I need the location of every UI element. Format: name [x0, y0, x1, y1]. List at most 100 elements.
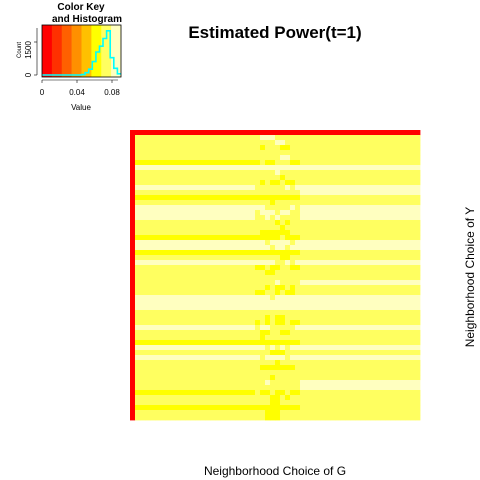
heatmap-cell: [250, 160, 256, 166]
heatmap-cell: [365, 250, 371, 256]
heatmap-cell: [365, 340, 371, 346]
heatmap-cell: [190, 155, 196, 161]
heatmap-cell: [310, 415, 316, 421]
heatmap-cell: [155, 140, 161, 146]
heatmap-cell: [385, 175, 391, 181]
heatmap-cell: [255, 275, 261, 281]
heatmap-cell: [300, 345, 306, 351]
heatmap-cell: [265, 205, 271, 211]
heatmap-cell: [340, 405, 346, 411]
heatmap-cell: [375, 175, 381, 181]
heatmap-cell: [320, 330, 326, 336]
heatmap-cell: [185, 230, 191, 236]
heatmap-cell: [180, 185, 186, 191]
heatmap-cell: [265, 160, 271, 166]
heatmap-cell: [265, 175, 271, 181]
heatmap-cell: [345, 185, 351, 191]
heatmap-cell: [315, 155, 321, 161]
heatmap-cell: [380, 235, 386, 241]
heatmap-cell: [210, 360, 216, 366]
heatmap-cell: [160, 310, 166, 316]
heatmap-cell: [310, 235, 316, 241]
heatmap-cell: [360, 195, 366, 201]
heatmap-cell: [275, 145, 281, 151]
heatmap-cell: [365, 205, 371, 211]
heatmap-cell: [340, 410, 346, 416]
heatmap-cell: [160, 315, 166, 321]
heatmap-cell: [390, 165, 396, 171]
heatmap-cell: [340, 360, 346, 366]
heatmap-cell: [185, 310, 191, 316]
heatmap-cell: [335, 410, 341, 416]
heatmap-cell: [350, 370, 356, 376]
heatmap-cell: [275, 235, 281, 241]
heatmap-cell: [290, 325, 296, 331]
heatmap-cell: [405, 190, 411, 196]
heatmap-cell: [220, 170, 226, 176]
heatmap-cell: [195, 165, 201, 171]
heatmap-cell: [350, 145, 356, 151]
heatmap-cell: [415, 185, 421, 191]
heatmap-cell: [185, 240, 191, 246]
heatmap-cell: [130, 390, 136, 396]
heatmap-cell: [270, 210, 276, 216]
heatmap-cell: [215, 405, 221, 411]
heatmap-cell: [240, 355, 246, 361]
heatmap-cell: [190, 140, 196, 146]
heatmap-cell: [265, 270, 271, 276]
heatmap-cell: [400, 260, 406, 266]
heatmap-cell: [135, 390, 141, 396]
heatmap-cell: [275, 255, 281, 261]
heatmap-cell: [285, 370, 291, 376]
heatmap-cell: [130, 405, 136, 411]
heatmap-cell: [290, 365, 296, 371]
heatmap-cell: [395, 255, 401, 261]
heatmap-cell: [135, 285, 141, 291]
heatmap-cell: [235, 410, 241, 416]
heatmap-cell: [210, 305, 216, 311]
heatmap-cell: [195, 395, 201, 401]
heatmap-cell: [415, 195, 421, 201]
heatmap-cell: [270, 265, 276, 271]
heatmap-cell: [365, 150, 371, 156]
heatmap-cell: [400, 350, 406, 356]
heatmap-cell: [295, 335, 301, 341]
heatmap-cell: [140, 190, 146, 196]
heatmap-cell: [300, 250, 306, 256]
heatmap-cell: [395, 400, 401, 406]
heatmap-cell: [205, 265, 211, 271]
heatmap-cell: [325, 150, 331, 156]
heatmap-cell: [385, 380, 391, 386]
heatmap-cell: [225, 155, 231, 161]
heatmap-cell: [175, 320, 181, 326]
heatmap-cell: [305, 275, 311, 281]
heatmap-cell: [325, 285, 331, 291]
heatmap-cell: [315, 375, 321, 381]
heatmap-cell: [325, 305, 331, 311]
heatmap-cell: [175, 340, 181, 346]
heatmap-cell: [150, 195, 156, 201]
heatmap-cell: [140, 155, 146, 161]
heatmap-cell: [190, 400, 196, 406]
heatmap-cell: [210, 375, 216, 381]
heatmap-cell: [410, 390, 416, 396]
heatmap-cell: [150, 380, 156, 386]
heatmap-cell: [345, 240, 351, 246]
heatmap-cell: [250, 185, 256, 191]
heatmap-cell: [185, 155, 191, 161]
heatmap-cell: [135, 360, 141, 366]
heatmap-cell: [220, 145, 226, 151]
heatmap-cell: [130, 135, 136, 141]
heatmap-cell: [350, 405, 356, 411]
heatmap-cell: [290, 330, 296, 336]
heatmap-cell: [135, 335, 141, 341]
heatmap-cell: [130, 375, 136, 381]
heatmap-cell: [140, 290, 146, 296]
heatmap-cell: [220, 160, 226, 166]
heatmap-cell: [200, 310, 206, 316]
heatmap-cell: [250, 230, 256, 236]
heatmap-cell: [140, 410, 146, 416]
heatmap-cell: [405, 230, 411, 236]
heatmap-cell: [255, 145, 261, 151]
heatmap-cell: [225, 300, 231, 306]
